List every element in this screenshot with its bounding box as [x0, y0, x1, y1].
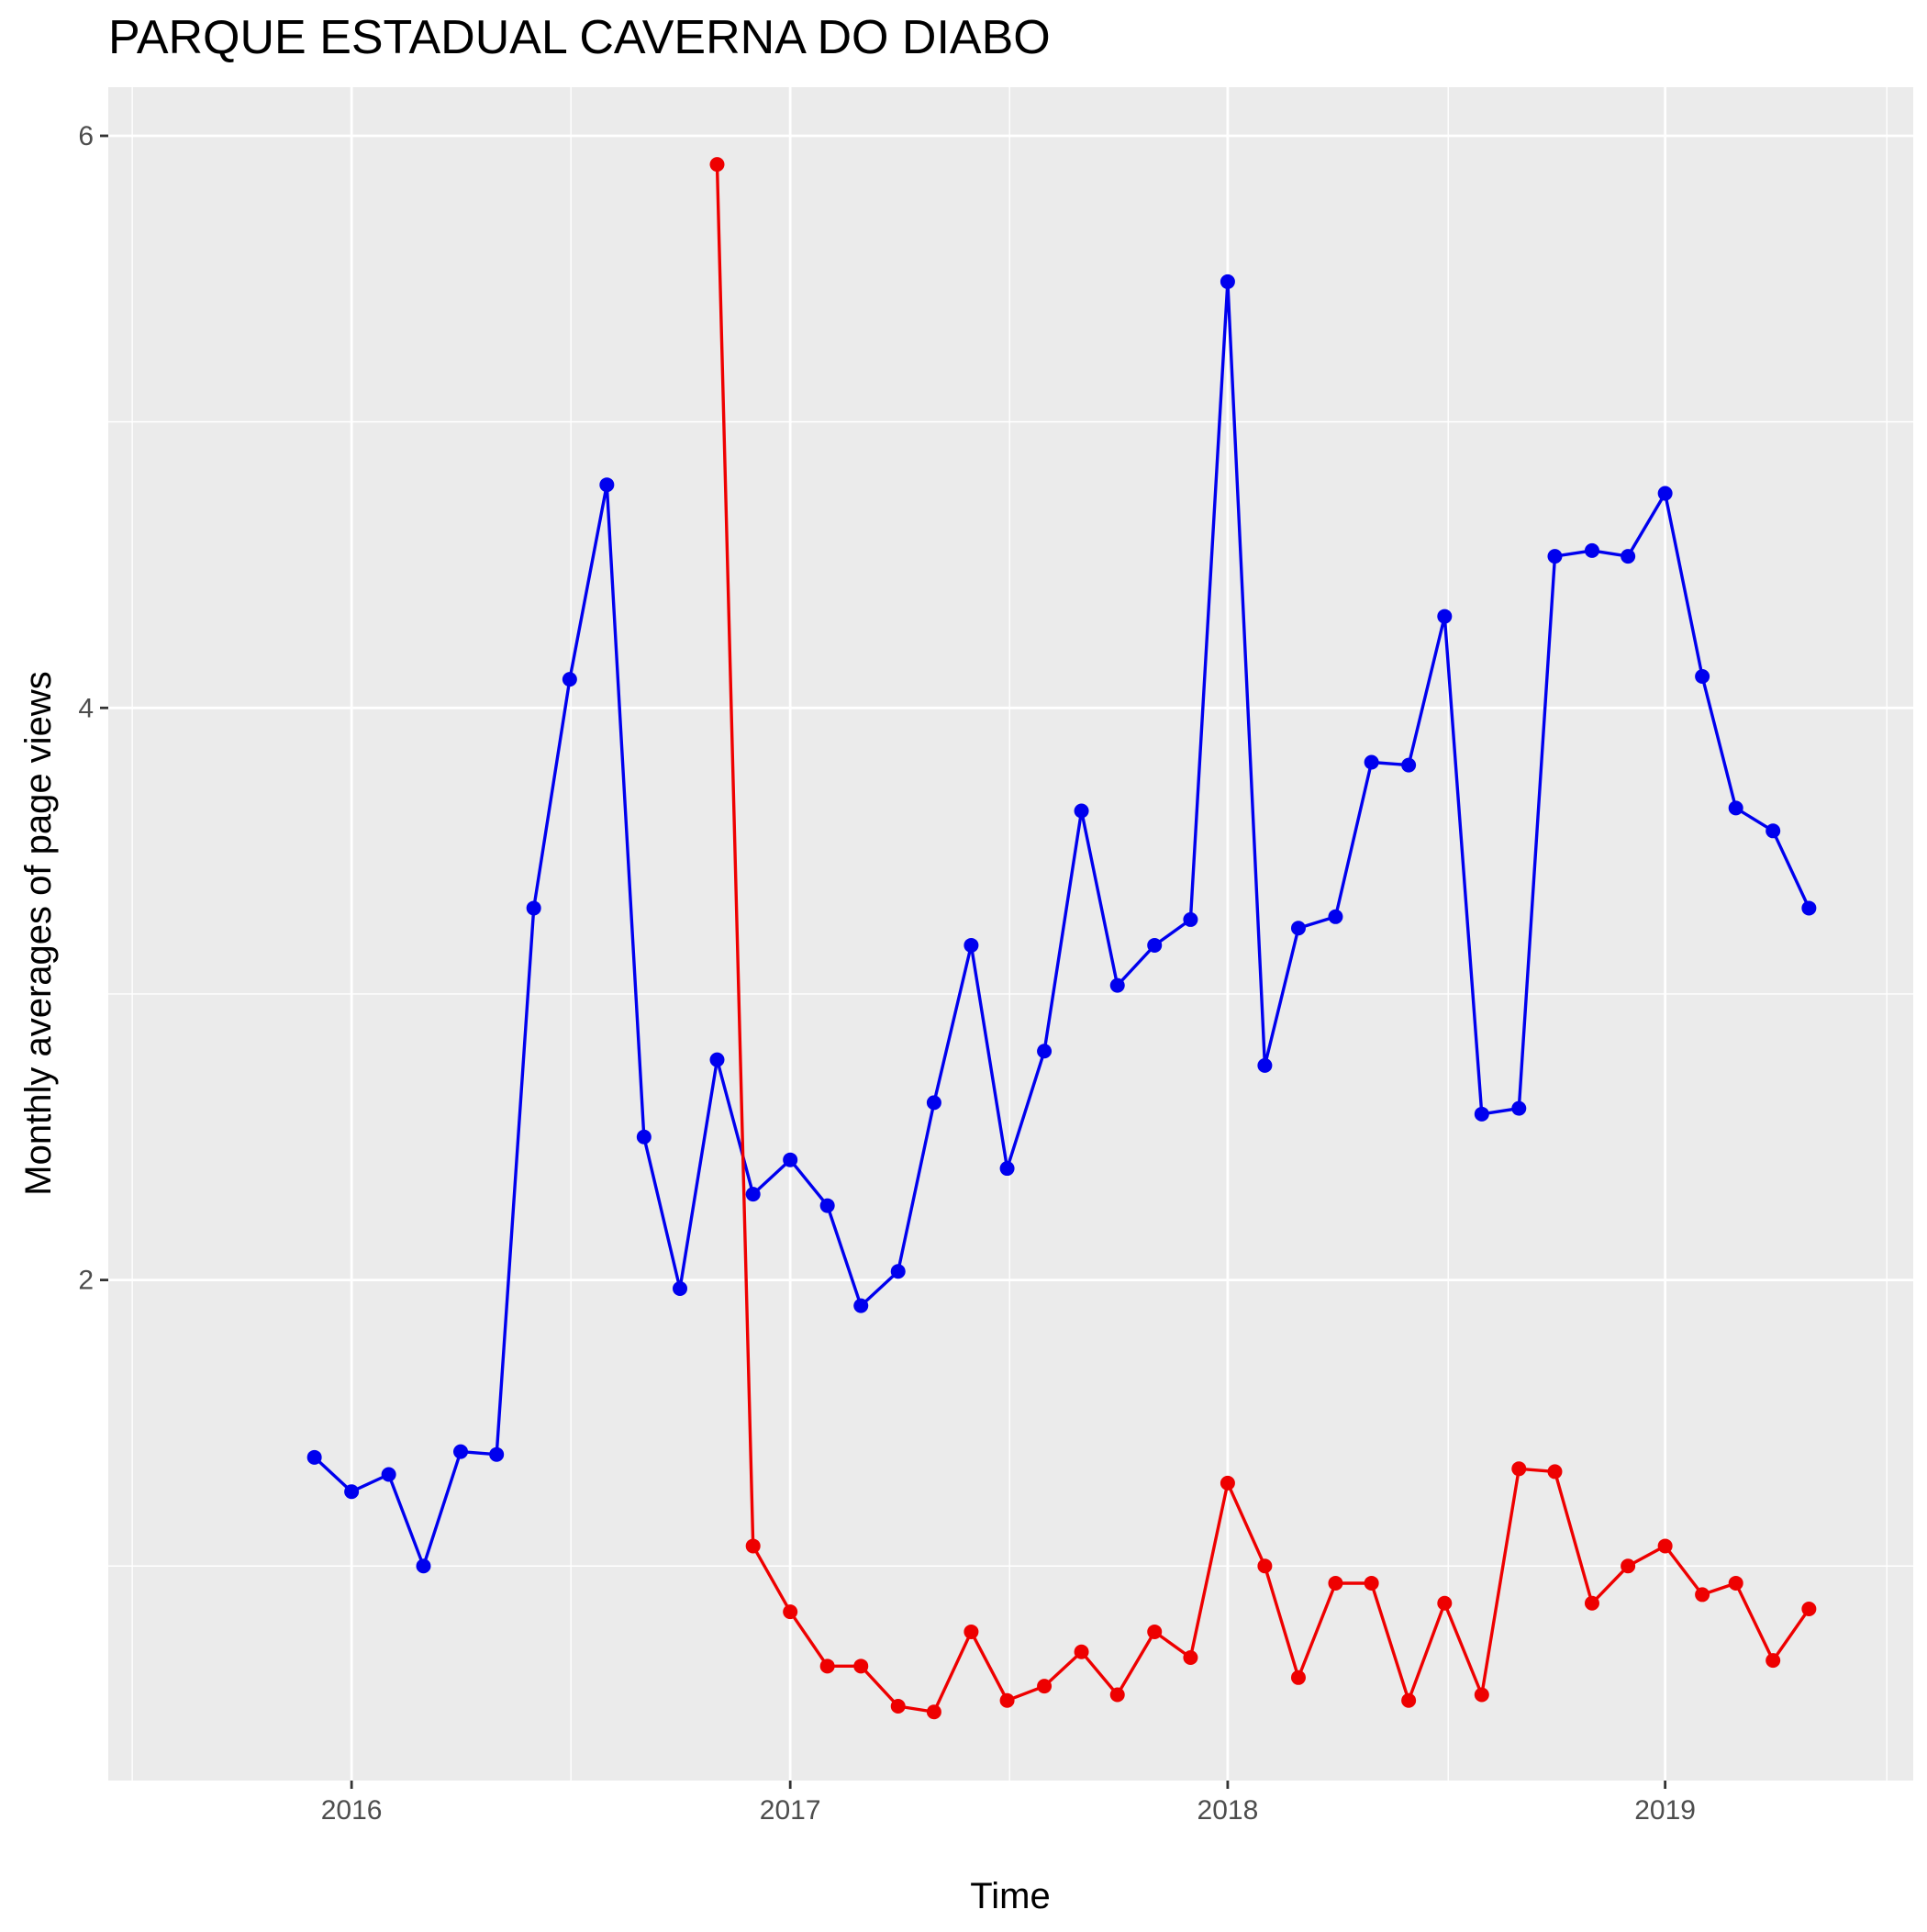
series-1-point	[381, 1467, 396, 1482]
series-1-point	[1109, 977, 1125, 993]
y-tick-label: 4	[78, 693, 94, 723]
x-tick-label: 2016	[321, 1795, 383, 1826]
series-1-point	[1511, 1100, 1527, 1116]
x-tick-label: 2018	[1197, 1795, 1259, 1826]
series-2-point	[1695, 1587, 1710, 1603]
series-1-point	[1147, 937, 1163, 953]
y-tick-label: 2	[78, 1266, 94, 1296]
series-2-point	[1547, 1464, 1563, 1480]
series-1-point	[964, 937, 979, 953]
series-2-point	[1257, 1558, 1273, 1574]
series-2-point	[1511, 1461, 1527, 1477]
series-2-point	[853, 1658, 869, 1674]
series-1-point	[926, 1095, 941, 1111]
series-1-point	[783, 1152, 798, 1167]
series-1-point	[416, 1558, 431, 1574]
series-2-point	[1621, 1558, 1636, 1574]
series-1	[306, 274, 1817, 1574]
series-2-point	[819, 1658, 835, 1674]
series-1-point	[1401, 757, 1417, 773]
series-1-point	[1037, 1044, 1053, 1059]
series-1-point	[1695, 669, 1710, 685]
axis-ticks	[100, 134, 1667, 1789]
y-tick-label: 6	[78, 121, 94, 151]
major-gridlines	[108, 87, 1913, 1781]
series-1-point	[562, 672, 577, 687]
series-1-point	[819, 1198, 835, 1213]
series-1-point	[1547, 549, 1563, 564]
series-1-point	[1728, 800, 1743, 816]
chart-title: PARQUE ESTADUAL CAVERNA DO DIABO	[108, 11, 1051, 64]
y-axis-title: Monthly averages of page views	[18, 671, 59, 1195]
series-2-point	[1765, 1653, 1781, 1669]
series-1-point	[673, 1280, 688, 1296]
series-1-point	[853, 1298, 869, 1313]
series-1-point	[1290, 921, 1306, 936]
y-axis-tick-labels: 2 4 6	[78, 121, 94, 1296]
plot-panel	[108, 87, 1913, 1781]
series-1-point	[452, 1444, 468, 1459]
series-1-point	[890, 1264, 906, 1279]
x-axis-tick-labels: 2016 2017 2018 2019	[321, 1795, 1696, 1826]
series-layer	[306, 157, 1817, 1720]
series-2-point	[1657, 1538, 1673, 1554]
series-1-point	[1474, 1106, 1489, 1122]
series-1-point	[709, 1052, 725, 1067]
series-2-point	[964, 1624, 979, 1639]
series-2-point	[1801, 1602, 1817, 1617]
series-1-point	[1437, 609, 1453, 624]
series-1-point	[1801, 900, 1817, 916]
series-2-point	[1037, 1679, 1053, 1694]
series-1-point	[1183, 911, 1198, 927]
series-2	[709, 157, 1817, 1720]
x-axis-title: Time	[970, 1876, 1050, 1916]
series-1-point	[489, 1446, 505, 1462]
series-1-point	[636, 1129, 652, 1145]
series-2-point	[1401, 1692, 1417, 1708]
series-2-point	[1437, 1595, 1453, 1611]
series-1-point	[1364, 754, 1379, 770]
series-2-point	[1364, 1575, 1379, 1591]
series-2-point	[1147, 1624, 1163, 1639]
series-2-point	[890, 1698, 906, 1714]
series-2-point	[745, 1538, 761, 1554]
series-2-point	[1328, 1575, 1343, 1591]
series-1-point	[1765, 823, 1781, 839]
series-2-point	[709, 157, 725, 173]
minor-gridlines	[108, 87, 1913, 1781]
series-2-point	[1290, 1670, 1306, 1685]
series-2-point	[999, 1692, 1015, 1708]
series-2-point	[1220, 1475, 1235, 1491]
series-1-point	[344, 1484, 360, 1500]
series-1-point	[1220, 274, 1235, 289]
series-1-point	[1657, 486, 1673, 501]
series-1-point	[1074, 803, 1089, 819]
series-1-point	[1257, 1057, 1273, 1073]
series-1-point	[1584, 542, 1599, 558]
x-tick-label: 2017	[760, 1795, 821, 1826]
series-2-point	[1584, 1595, 1599, 1611]
series-2-point	[1109, 1687, 1125, 1703]
series-1-point	[599, 477, 615, 493]
series-2-point	[926, 1704, 941, 1720]
x-tick-label: 2019	[1634, 1795, 1696, 1826]
series-2-point	[1728, 1575, 1743, 1591]
series-2-point	[1183, 1649, 1198, 1665]
series-2-point	[783, 1604, 798, 1620]
series-1-point	[999, 1161, 1015, 1177]
series-1-point	[526, 900, 541, 916]
series-1-point	[745, 1187, 761, 1202]
series-1-point	[306, 1449, 322, 1465]
series-1-point	[1328, 909, 1343, 924]
series-2-point	[1074, 1644, 1089, 1659]
series-1-point	[1621, 549, 1636, 564]
series-2-point	[1474, 1687, 1489, 1703]
